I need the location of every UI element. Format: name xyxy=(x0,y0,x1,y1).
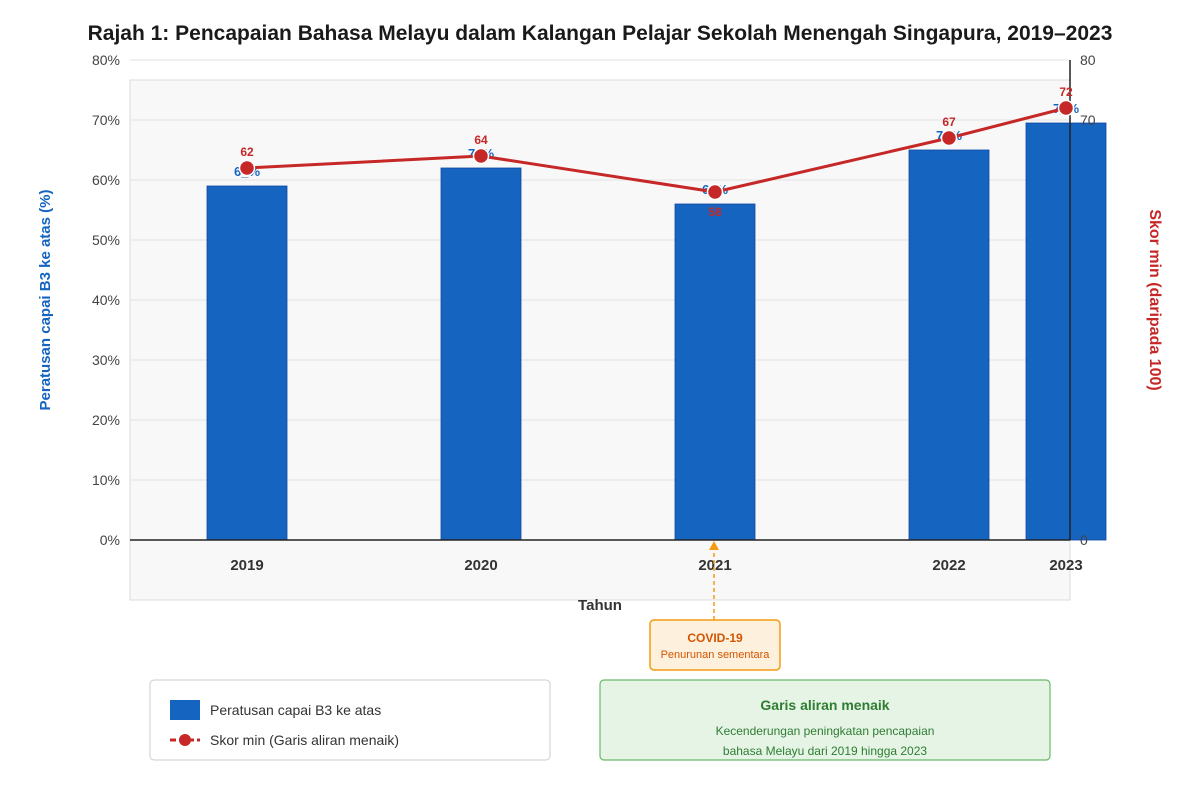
left-tick-label: 40% xyxy=(92,292,120,308)
x-tick-label-2021: 2021 xyxy=(698,557,731,574)
axes xyxy=(130,60,1071,541)
trend-box-line1: Kecenderungan peningkatan pencapaian xyxy=(716,724,935,738)
left-tick-label: 70% xyxy=(92,112,120,128)
trend-box-line2: bahasa Melayu dari 2019 hingga 2023 xyxy=(723,744,927,758)
score-point-label: 62 xyxy=(240,145,254,159)
left-tick-label: 0% xyxy=(100,532,120,548)
right-tick-label: 0 xyxy=(1080,532,1088,548)
trend-box-title: Garis aliran menaik xyxy=(760,697,889,713)
legend-line-marker xyxy=(179,734,191,746)
bar-2020 xyxy=(440,167,522,541)
right-axis-ticks: 0 70 80 xyxy=(1080,52,1096,548)
legend-bar-label: Peratusan capai B3 ke atas xyxy=(210,702,381,718)
covid-annotation: COVID-19 Penurunan sementara xyxy=(649,541,781,671)
legend-bar-swatch xyxy=(170,700,200,720)
x-tick-label-2023: 2023 xyxy=(1049,557,1082,574)
left-tick-label: 80% xyxy=(92,52,120,68)
trend-box: Garis aliran menaik Kecenderungan pening… xyxy=(599,679,1051,761)
trend-box-frame xyxy=(599,679,1051,761)
score-point-2019 xyxy=(238,159,256,177)
left-axis-ticks: 0% 10% 20% 30% 40% 50% 60% 70% 80% xyxy=(92,52,120,548)
score-point-2021 xyxy=(706,183,724,201)
annotation-arrow-head xyxy=(709,541,719,550)
legend: Peratusan capai B3 ke atas Skor min (Gar… xyxy=(149,679,551,761)
annotation-box xyxy=(649,619,781,671)
left-tick-label: 30% xyxy=(92,352,120,368)
right-tick-label: 70 xyxy=(1080,112,1096,128)
legend-box xyxy=(149,679,551,761)
x-tick-label-2022: 2022 xyxy=(932,557,965,574)
score-point-label: 58 xyxy=(708,205,722,219)
x-tick-label-2019: 2019 xyxy=(230,557,263,574)
right-tick-label: 80 xyxy=(1080,52,1096,68)
score-line: 62 64 58 67 72 xyxy=(238,85,1075,219)
score-point-label: 72 xyxy=(1059,85,1073,99)
score-point-2022 xyxy=(940,129,958,147)
bar-2019 xyxy=(206,185,288,541)
bar-2022 xyxy=(908,149,990,541)
left-tick-label: 20% xyxy=(92,412,120,428)
left-tick-label: 50% xyxy=(92,232,120,248)
score-point-2020 xyxy=(472,147,490,165)
left-axis-title: Peratusan capai B3 ke atas (%) xyxy=(37,190,54,411)
score-point-label: 67 xyxy=(942,115,956,129)
right-axis-title: Skor min (daripada 100) xyxy=(1146,209,1163,390)
x-axis-title: Tahun xyxy=(578,597,622,614)
left-tick-label: 60% xyxy=(92,172,120,188)
bar-2021 xyxy=(674,203,756,541)
chart-title: Rajah 1: Pencapaian Bahasa Melayu dalam … xyxy=(88,22,1113,45)
bar-2023 xyxy=(1025,122,1107,541)
x-tick-label-2020: 2020 xyxy=(464,557,497,574)
score-point-label: 64 xyxy=(474,133,488,147)
bars: 6_%7_%6_%7_%7_% xyxy=(206,101,1107,541)
score-point-2023 xyxy=(1057,99,1075,117)
x-axis-tick-labels: 2019 2020 2021 2022 2023 xyxy=(230,557,1082,574)
left-tick-label: 10% xyxy=(92,472,120,488)
annotation-subtitle: Penurunan sementara xyxy=(661,649,771,661)
annotation-title: COVID-19 xyxy=(687,631,743,645)
legend-line-label: Skor min (Garis aliran menaik) xyxy=(210,732,399,748)
